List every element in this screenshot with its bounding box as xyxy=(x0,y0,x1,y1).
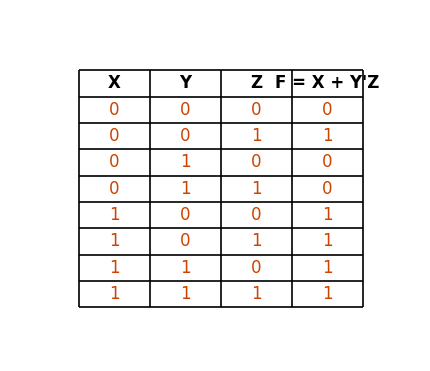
Text: 1: 1 xyxy=(109,285,120,303)
Text: 0: 0 xyxy=(251,259,261,277)
Text: 1: 1 xyxy=(109,233,120,250)
Text: 1: 1 xyxy=(109,206,120,224)
Text: 0: 0 xyxy=(109,101,120,119)
Text: 1: 1 xyxy=(180,154,190,171)
Text: 1: 1 xyxy=(321,233,332,250)
Text: 1: 1 xyxy=(321,259,332,277)
Text: 0: 0 xyxy=(109,180,120,198)
Text: 0: 0 xyxy=(109,154,120,171)
Text: 1: 1 xyxy=(180,259,190,277)
Text: 1: 1 xyxy=(251,285,261,303)
Text: 1: 1 xyxy=(251,233,261,250)
Text: 0: 0 xyxy=(180,233,190,250)
Text: 1: 1 xyxy=(251,127,261,145)
Text: 0: 0 xyxy=(180,101,190,119)
Bar xyxy=(79,70,362,307)
Text: 0: 0 xyxy=(180,127,190,145)
Text: 1: 1 xyxy=(321,206,332,224)
Text: 0: 0 xyxy=(321,154,332,171)
Text: Z: Z xyxy=(250,75,262,92)
Text: 0: 0 xyxy=(109,127,120,145)
Text: 0: 0 xyxy=(321,101,332,119)
Text: X: X xyxy=(108,75,120,92)
Text: 0: 0 xyxy=(251,206,261,224)
Text: 1: 1 xyxy=(321,127,332,145)
Text: 1: 1 xyxy=(180,180,190,198)
Text: 0: 0 xyxy=(321,180,332,198)
Text: 0: 0 xyxy=(180,206,190,224)
Text: 1: 1 xyxy=(321,285,332,303)
Text: 0: 0 xyxy=(251,101,261,119)
Text: 1: 1 xyxy=(251,180,261,198)
Text: F = X + Y'Z: F = X + Y'Z xyxy=(274,75,379,92)
Text: 1: 1 xyxy=(180,285,190,303)
Text: 0: 0 xyxy=(251,154,261,171)
Text: 1: 1 xyxy=(109,259,120,277)
Text: Y: Y xyxy=(179,75,191,92)
